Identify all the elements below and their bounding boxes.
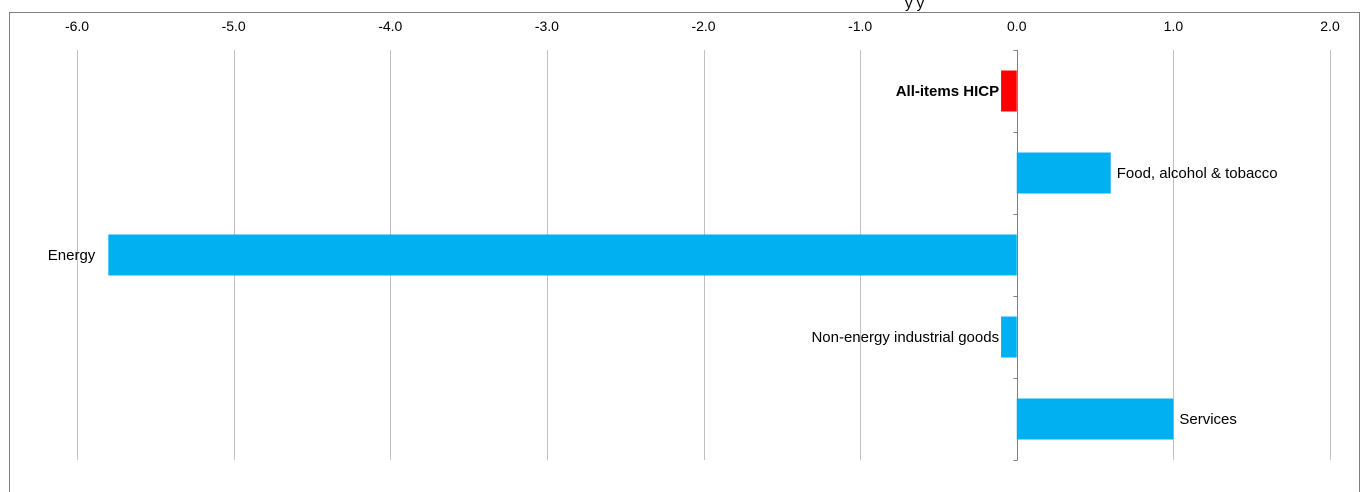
x-tick-label: -3.0 — [535, 18, 559, 34]
x-tick-label: -4.0 — [378, 18, 402, 34]
bar-3 — [1001, 316, 1017, 358]
x-tick-label: -2.0 — [691, 18, 715, 34]
x-tick-label: -6.0 — [65, 18, 89, 34]
category-label-2: Energy — [48, 247, 96, 264]
x-tick-label: 2.0 — [1320, 18, 1340, 34]
x-axis-tick-labels: -6.0 -5.0 -4.0 -3.0 -2.0 -1.0 0.0 1.0 2.0 — [65, 18, 1340, 34]
bar-0 — [1001, 70, 1017, 112]
bars — [108, 70, 1174, 440]
bar-4 — [1016, 398, 1174, 440]
chart-title-fragment: y y — [905, 0, 925, 12]
x-tick-label: -1.0 — [848, 18, 872, 34]
x-tick-label: 1.0 — [1164, 18, 1184, 34]
x-tick-label: 0.0 — [1007, 18, 1027, 34]
category-label-0: All-items HICP — [896, 83, 999, 100]
bar-2 — [108, 234, 1017, 276]
category-label-1: Food, alcohol & tobacco — [1117, 165, 1278, 182]
category-label-3: Non-energy industrial goods — [811, 329, 999, 346]
chart-frame — [9, 12, 1360, 492]
category-label-4: Services — [1179, 411, 1237, 428]
category-axis — [1013, 50, 1018, 461]
x-tick-label: -5.0 — [222, 18, 246, 34]
bar-1 — [1016, 152, 1111, 194]
category-labels: All-items HICP Food, alcohol & tobacco Ene… — [48, 83, 1278, 428]
